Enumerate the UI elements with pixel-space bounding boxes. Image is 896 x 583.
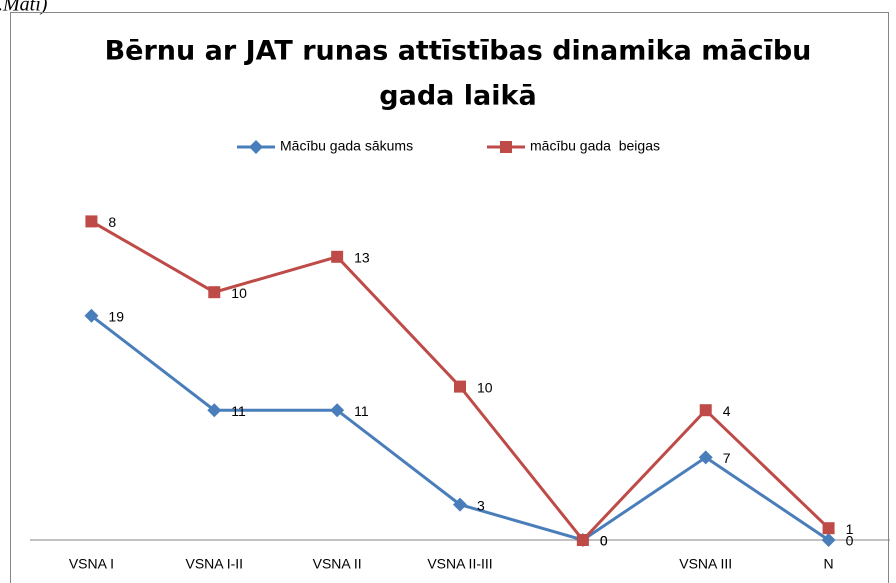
data-label: 11: [354, 403, 369, 419]
marker: [84, 308, 99, 323]
legend-label: Mācību gada sākums: [280, 138, 413, 154]
marker: [698, 450, 713, 465]
data-label: 19: [108, 309, 124, 325]
marker: [207, 403, 222, 418]
data-label: 10: [477, 379, 493, 395]
caption-fragment: .Mati): [0, 0, 48, 16]
x-tick-label: VSNA III: [679, 556, 732, 572]
data-label: 7: [723, 450, 731, 466]
marker: [500, 141, 512, 153]
chart-title: Bērnu ar JAT runas attīstības dinamika m…: [105, 36, 812, 67]
marker: [453, 497, 467, 512]
marker: [454, 380, 466, 393]
data-label: 0: [600, 533, 608, 549]
data-label: 0: [846, 533, 854, 549]
data-label: 0: [600, 533, 608, 549]
legend-label: mācību gada beigas: [530, 138, 660, 154]
x-tick-label: VSNA I-II: [185, 556, 243, 572]
data-label: 1: [846, 521, 854, 537]
marker: [85, 215, 98, 228]
data-label: 8: [108, 214, 116, 230]
data-label: 11: [231, 403, 246, 419]
data-label: 13: [354, 250, 370, 266]
marker: [331, 250, 344, 263]
chart-frame: [10, 12, 889, 583]
marker: [249, 140, 263, 154]
x-tick-label: VSNA II-III: [427, 556, 492, 572]
marker: [821, 533, 836, 547]
x-tick-label: VSNA I: [69, 556, 114, 572]
marker: [576, 534, 589, 546]
marker: [699, 404, 712, 417]
data-label: 10: [231, 285, 247, 301]
x-tick-label: N: [824, 556, 834, 572]
marker: [822, 522, 835, 535]
data-label: 4: [723, 403, 731, 419]
x-tick-label: VSNA II: [313, 556, 362, 572]
chart-title: gada laikā: [379, 81, 536, 112]
marker: [330, 403, 345, 418]
marker: [208, 286, 221, 299]
data-label: 3: [477, 497, 485, 513]
